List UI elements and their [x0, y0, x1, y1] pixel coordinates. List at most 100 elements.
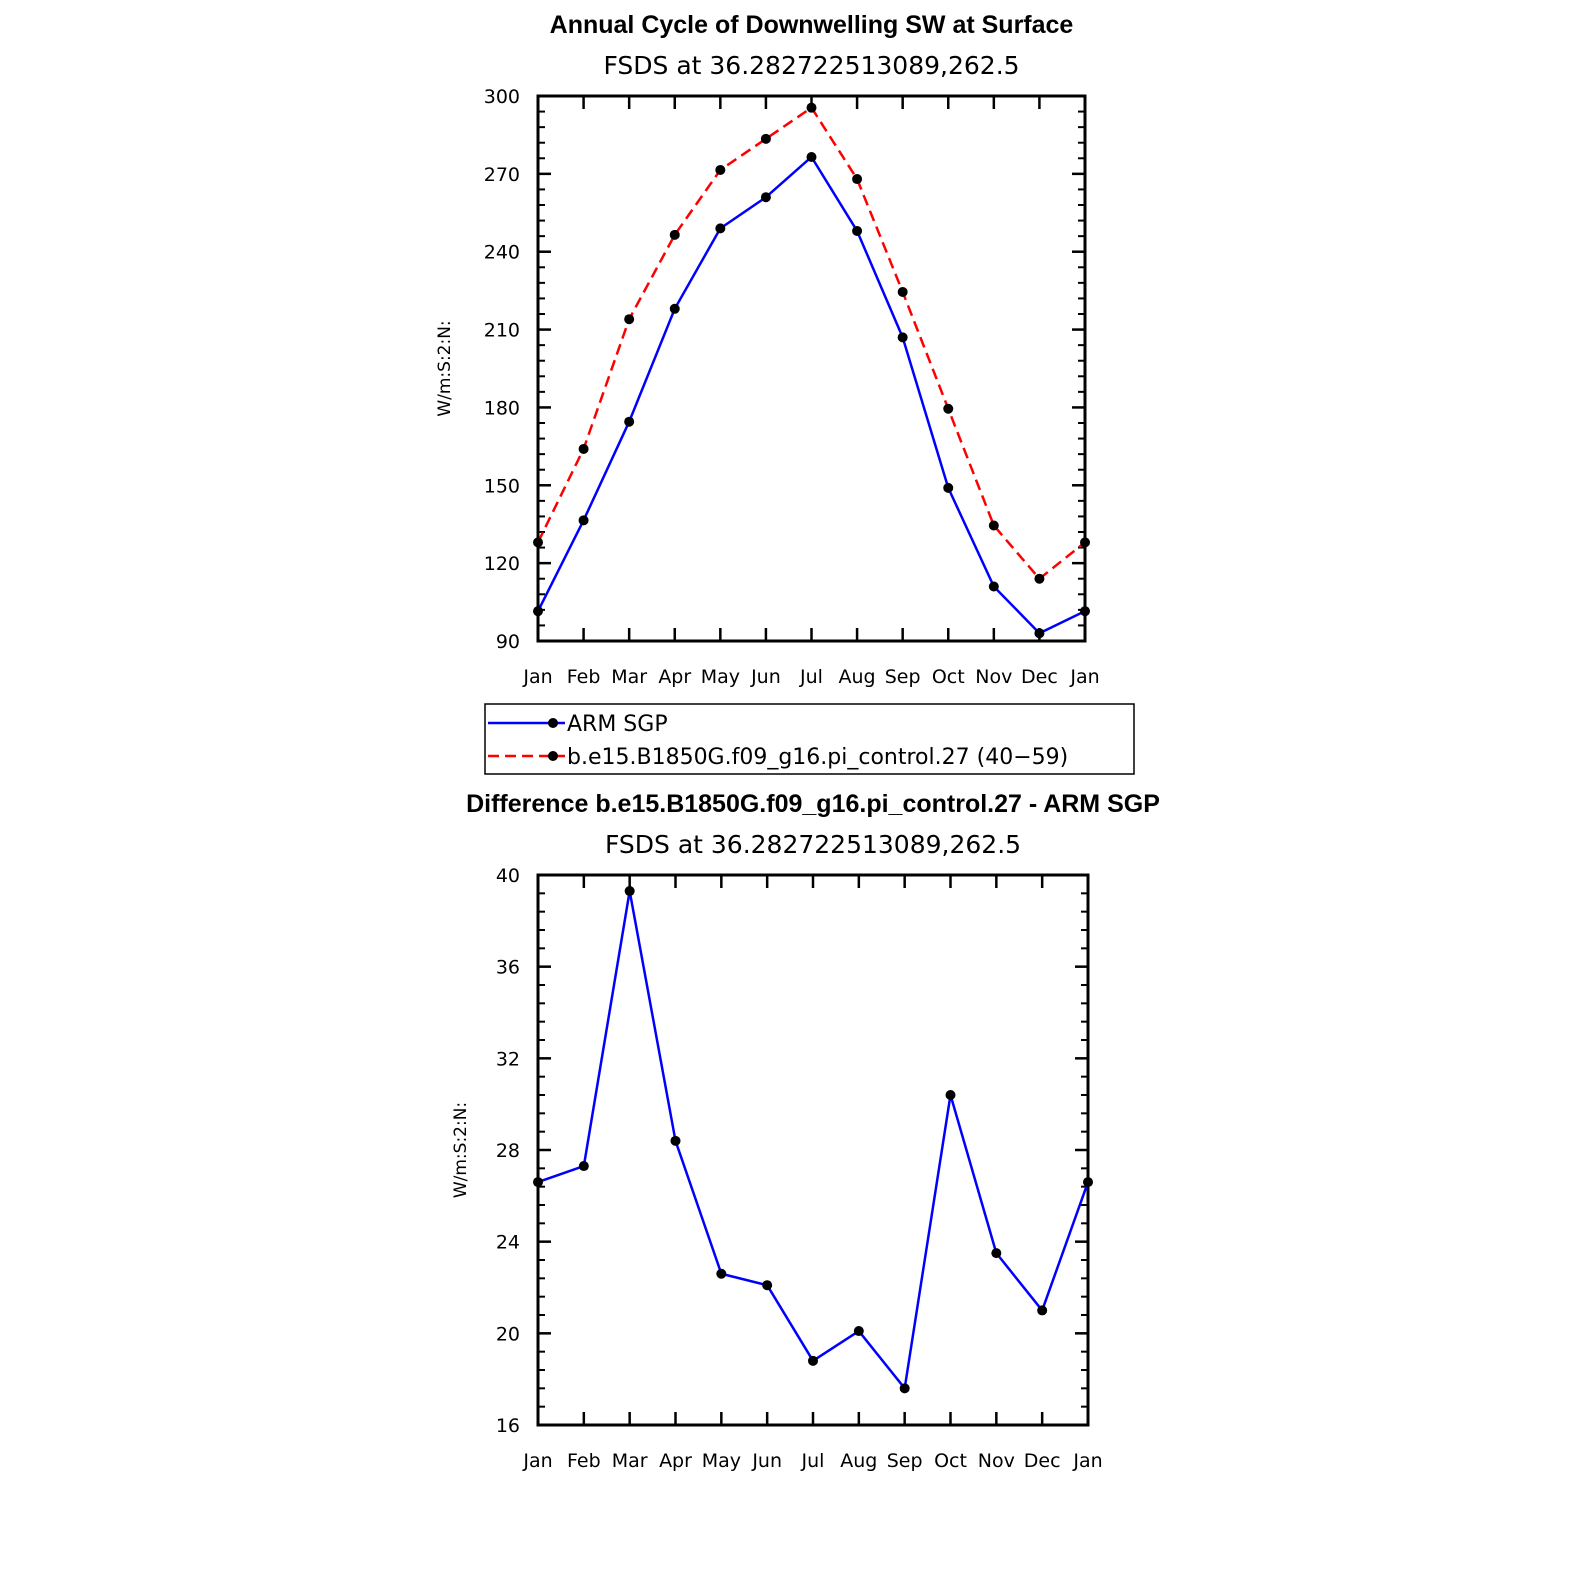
legend-box [484, 703, 1135, 775]
data-point-series-1 [806, 102, 817, 113]
x-tick-label: Dec [1021, 666, 1058, 688]
data-point-series-0 [806, 151, 817, 162]
x-tick-label: Jul [799, 666, 823, 688]
x-tick-label: Aug [840, 1450, 877, 1472]
legend-entry: ARM SGP [567, 712, 668, 737]
data-point-series-1 [624, 314, 635, 325]
y-tick-label: 120 [484, 553, 520, 575]
data-point-series-0 [943, 482, 954, 493]
legend: ARM SGP b.e15.B1850G.f09_g16.pi_control.2… [484, 703, 1135, 775]
data-point-series-0 [853, 1326, 864, 1337]
data-point-series-0 [670, 1135, 681, 1146]
x-tick-label: Sep [887, 1450, 923, 1472]
y-tick-label: 150 [484, 475, 520, 497]
data-point-series-1 [760, 133, 771, 144]
legend-swatch-marker [548, 751, 558, 761]
x-tick-label: Apr [659, 1450, 692, 1472]
data-point-series-0 [991, 1248, 1002, 1259]
data-point-series-0 [669, 303, 680, 314]
x-tick-label: Oct [934, 1450, 967, 1472]
data-point-series-1 [715, 164, 726, 175]
plot-frame [536, 873, 1090, 1427]
y-tick-label: 32 [496, 1048, 520, 1070]
y-tick-label: 90 [496, 631, 520, 653]
x-tick-label: Feb [567, 1450, 601, 1472]
y-tick-label: 16 [496, 1415, 520, 1437]
x-tick-label: Mar [611, 666, 647, 688]
data-point-series-0 [988, 581, 999, 592]
x-tick-label: Nov [978, 1450, 1015, 1472]
data-point-series-0 [578, 515, 589, 526]
data-point-series-1 [897, 286, 908, 297]
y-axis-label: W/m:S:2:N: [435, 320, 455, 416]
y-tick-label: 270 [484, 164, 520, 186]
x-tick-label: Dec [1024, 1450, 1061, 1472]
annual-cycle-chart: Annual Cycle of Downwelling SW at Surfac… [435, 11, 1100, 688]
data-point-series-0 [762, 1280, 773, 1291]
series-line-1 [536, 106, 1086, 580]
data-point-series-1 [852, 174, 863, 185]
x-tick-label: Aug [839, 666, 876, 688]
x-tick-label: Sep [885, 666, 921, 688]
data-point-series-1 [943, 403, 954, 414]
data-point-series-0 [624, 416, 635, 427]
y-tick-label: 36 [496, 957, 520, 979]
data-point-series-0 [945, 1090, 956, 1100]
y-tick-label: 210 [484, 320, 520, 342]
x-tick-label: Jul [801, 1450, 825, 1472]
x-tick-label: Nov [975, 666, 1012, 688]
data-point-series-0 [808, 1355, 818, 1366]
plot-frame [536, 94, 1087, 643]
data-point-series-0 [897, 332, 908, 343]
y-tick-label: 300 [484, 86, 520, 108]
y-tick-label: 240 [484, 242, 520, 264]
y-axis-label: W/m:S:2:N: [451, 1102, 471, 1198]
x-tick-label: Feb [567, 666, 601, 688]
x-tick-label: Mar [612, 1450, 648, 1472]
data-point-series-0 [624, 886, 635, 897]
data-point-series-0 [715, 223, 726, 234]
x-tick-label: Oct [932, 666, 965, 688]
x-tick-label: May [702, 1450, 741, 1472]
data-point-series-0 [1080, 606, 1090, 617]
data-point-series-1 [578, 443, 589, 454]
data-point-series-0 [760, 192, 771, 203]
x-tick-label: Jan [1072, 1450, 1102, 1472]
data-point-series-0 [1083, 1177, 1093, 1188]
y-tick-label: 28 [496, 1140, 520, 1162]
data-point-series-0 [852, 225, 863, 236]
legend-entry: b.e15.B1850G.f09_g16.pi_control.27 (40−5… [567, 745, 1068, 770]
data-point-series-0 [578, 1161, 589, 1172]
y-tick-label: 24 [496, 1232, 520, 1254]
y-tick-label: 180 [484, 397, 520, 419]
data-point-series-1 [533, 537, 543, 548]
series-line-0 [537, 889, 1090, 1390]
x-tick-label: Jan [522, 1450, 552, 1472]
x-tick-label: May [701, 666, 740, 688]
x-tick-label: Jan [1069, 666, 1099, 688]
data-point-series-0 [1037, 1305, 1048, 1316]
data-point-series-0 [533, 1177, 543, 1188]
chart-title: Annual Cycle of Downwelling SW at Surfac… [550, 11, 1074, 39]
legend-swatch-marker [548, 718, 558, 728]
x-tick-label: Jun [751, 1450, 782, 1472]
data-point-series-0 [1034, 628, 1045, 639]
chart-title: Difference b.e15.B1850G.f09_g16.pi_contr… [466, 790, 1160, 818]
data-point-series-0 [899, 1383, 910, 1394]
difference-chart: Difference b.e15.B1850G.f09_g16.pi_contr… [451, 790, 1160, 1472]
data-point-series-1 [1080, 537, 1090, 548]
x-tick-label: Apr [658, 666, 691, 688]
y-tick-label: 40 [496, 865, 520, 887]
data-point-series-0 [716, 1268, 727, 1279]
data-point-series-1 [988, 520, 999, 531]
data-point-series-0 [533, 606, 543, 617]
data-point-series-1 [1034, 573, 1045, 584]
chart-subtitle: FSDS at 36.282722513089,262.5 [605, 830, 1021, 859]
chart-subtitle: FSDS at 36.282722513089,262.5 [603, 51, 1019, 80]
x-tick-label: Jan [522, 666, 552, 688]
x-tick-label: Jun [750, 666, 781, 688]
series-line-0 [536, 155, 1086, 635]
y-tick-label: 20 [496, 1323, 520, 1345]
data-point-series-1 [669, 229, 680, 240]
